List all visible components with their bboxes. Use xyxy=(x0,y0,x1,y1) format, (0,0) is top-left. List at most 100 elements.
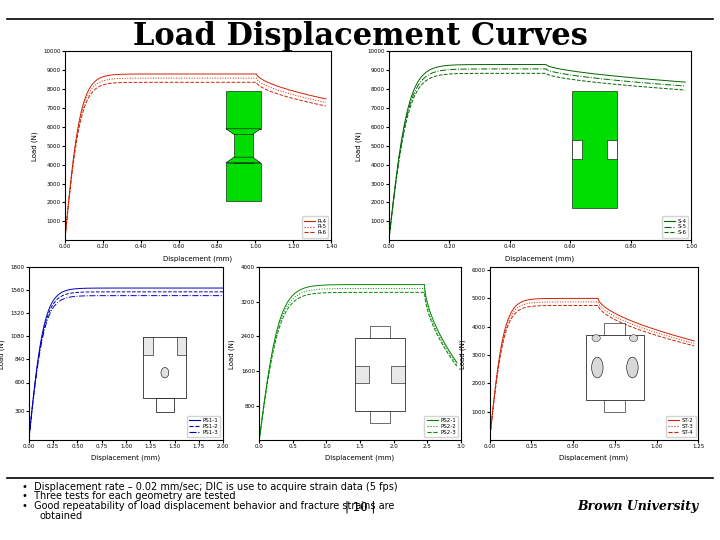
PS2-1 xyxy=(389,281,397,288)
S-4 xyxy=(458,62,467,68)
PS2-2 xyxy=(422,298,431,304)
R-5 xyxy=(216,75,225,82)
Line: S-5: S-5 xyxy=(389,69,685,240)
R-5 xyxy=(315,98,324,104)
ST-3 xyxy=(587,299,595,305)
Legend: PS2-1, PS2-2, PS2-3: PS2-1, PS2-2, PS2-3 xyxy=(425,416,458,437)
Line: R-4: R-4 xyxy=(65,74,326,240)
PS1-3 xyxy=(36,345,45,351)
S-5 xyxy=(531,66,540,72)
PS1-2 xyxy=(32,368,41,375)
R-5 xyxy=(60,237,69,244)
PS2-2 xyxy=(255,437,264,443)
ST-4 xyxy=(690,343,698,349)
S-4 xyxy=(548,64,557,71)
S-6 xyxy=(681,87,690,93)
Bar xyxy=(176,338,186,355)
Ellipse shape xyxy=(626,357,638,378)
Legend: S-4, S-5, S-6: S-4, S-5, S-6 xyxy=(662,217,688,238)
PS1-2 xyxy=(219,288,228,295)
Bar xyxy=(234,129,253,163)
S-4 xyxy=(677,79,685,85)
PS1-2 xyxy=(24,437,33,443)
PS1-3 xyxy=(76,293,85,299)
R-6 xyxy=(60,237,69,244)
Y-axis label: Load (N): Load (N) xyxy=(229,339,235,368)
R-6 xyxy=(256,83,264,89)
PS1-1 xyxy=(60,288,69,294)
S-5 xyxy=(384,237,393,244)
Ellipse shape xyxy=(629,335,638,342)
Bar xyxy=(370,326,390,338)
Bar xyxy=(585,335,644,400)
PS2-3 xyxy=(422,301,431,307)
R-5 xyxy=(320,99,328,105)
PS2-1 xyxy=(452,359,461,366)
Ellipse shape xyxy=(592,357,603,378)
PS1-1 xyxy=(219,285,228,291)
ST-4 xyxy=(594,302,603,309)
ST-2 xyxy=(587,295,595,302)
Line: ST-2: ST-2 xyxy=(490,299,694,440)
ST-4 xyxy=(485,437,494,443)
PS1-2 xyxy=(209,288,217,295)
Y-axis label: Load (N): Load (N) xyxy=(355,131,361,160)
PS2-1 xyxy=(422,294,431,300)
Y-axis label: Load (N): Load (N) xyxy=(0,339,5,368)
Bar xyxy=(143,338,186,398)
Y-axis label: Load (N): Load (N) xyxy=(31,131,37,160)
PS2-2 xyxy=(410,285,418,292)
S-5 xyxy=(512,66,521,72)
S-6 xyxy=(541,70,550,77)
Bar xyxy=(606,140,617,159)
S-5 xyxy=(667,82,676,89)
X-axis label: Displacement (mm): Displacement (mm) xyxy=(91,455,161,461)
Line: S-4: S-4 xyxy=(389,64,685,240)
Line: PS1-3: PS1-3 xyxy=(29,295,223,440)
S-4 xyxy=(541,61,550,68)
PS2-2 xyxy=(451,360,460,366)
Y-axis label: Load (N): Load (N) xyxy=(459,339,466,368)
Bar xyxy=(572,140,582,159)
Ellipse shape xyxy=(592,335,600,342)
PS2-2 xyxy=(452,361,461,368)
Line: S-6: S-6 xyxy=(389,73,685,240)
S-6 xyxy=(512,70,521,77)
ST-3 xyxy=(688,340,696,346)
PS2-1 xyxy=(255,437,264,443)
PS2-3 xyxy=(452,363,461,369)
Legend: ST-2, ST-3, ST-4: ST-2, ST-3, ST-4 xyxy=(666,416,696,437)
ST-2 xyxy=(594,295,603,302)
PS1-2 xyxy=(76,289,85,295)
Line: R-6: R-6 xyxy=(65,82,326,240)
ST-3 xyxy=(598,305,607,312)
Polygon shape xyxy=(226,129,261,134)
R-4 xyxy=(315,94,324,101)
R-5 xyxy=(252,75,261,82)
PS1-1 xyxy=(36,340,45,347)
ST-4 xyxy=(598,309,607,315)
PS1-1 xyxy=(32,366,41,373)
ST-3 xyxy=(594,299,603,305)
PS1-1 xyxy=(76,285,85,292)
PS1-1 xyxy=(24,437,33,443)
Text: Load Displacement Curves: Load Displacement Curves xyxy=(132,21,588,52)
R-6 xyxy=(216,79,225,85)
PS1-2 xyxy=(202,288,211,295)
Bar xyxy=(391,366,405,383)
PS1-2 xyxy=(36,342,45,349)
S-6 xyxy=(667,86,676,92)
PS2-2 xyxy=(332,285,341,292)
ST-3 xyxy=(485,437,494,443)
PS2-1 xyxy=(451,358,460,365)
R-6 xyxy=(240,79,248,85)
PS2-3 xyxy=(449,359,458,365)
R-4 xyxy=(256,75,264,81)
ST-3 xyxy=(690,340,698,347)
S-4 xyxy=(681,79,690,85)
Line: PS2-1: PS2-1 xyxy=(259,285,456,440)
ST-4 xyxy=(573,302,582,309)
S-5 xyxy=(548,69,557,75)
R-4 xyxy=(322,96,330,102)
Line: PS1-2: PS1-2 xyxy=(29,292,223,440)
